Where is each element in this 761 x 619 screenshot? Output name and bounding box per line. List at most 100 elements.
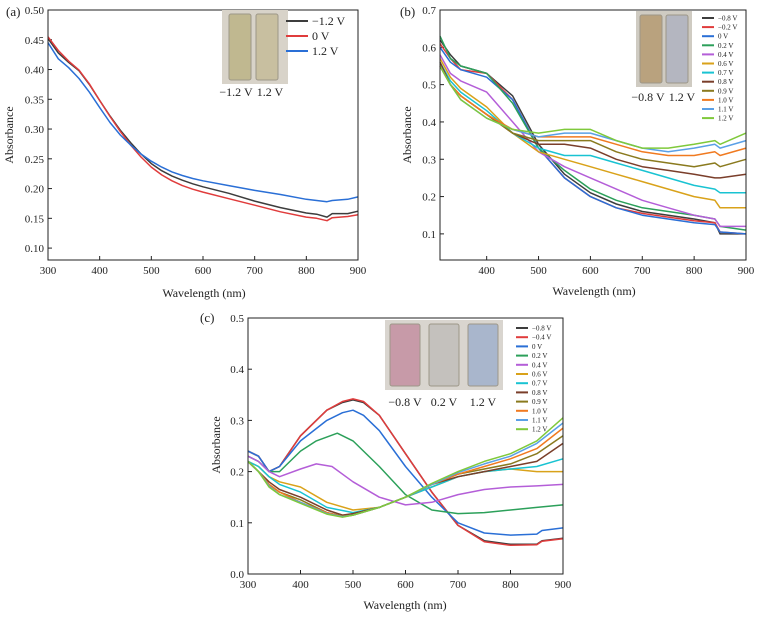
- panel-b-photo-caption-1: −0.8 V: [631, 90, 665, 104]
- panel-b-ytick-label: 0.6: [422, 42, 436, 54]
- panel-c-legend-label: 1.1 V: [532, 416, 547, 424]
- panel-b-xtick-label: 900: [738, 265, 755, 277]
- panel-c-ytick-label: 0.3: [230, 415, 244, 427]
- panel-a-xtick-label: 500: [143, 265, 160, 277]
- panel-a-xtick-label: 300: [40, 265, 57, 277]
- panel-b-legend-label: 0.2 V: [718, 42, 733, 50]
- panel-c-vial-3: [467, 323, 499, 387]
- panel-c-legend-label: −0.4 V: [532, 334, 551, 342]
- panel-c-vial-2: [428, 323, 460, 387]
- panel-b-xtick-label: 800: [686, 265, 703, 277]
- panel-c-legend-label: 0.6 V: [532, 370, 547, 378]
- panel-a: (a) Absorbance Wavelength (nm) 300 400 500…: [2, 4, 367, 300]
- panel-a-series-line: [47, 42, 359, 203]
- panel-b-legend-label: 0.4 V: [718, 51, 733, 59]
- panel-a-xtick-label: 900: [350, 265, 367, 277]
- panel-a-ytick-label: 0.15: [25, 213, 45, 225]
- panel-b-legend-label: 1.2 V: [718, 115, 733, 123]
- panel-b-ytick-label: 0.4: [422, 117, 436, 129]
- panel-b-series-line: [439, 65, 747, 157]
- panel-a-ticks: 300 400 500 600 700 800 900 0.10 0.15 0.20 0.25 0.3…: [25, 5, 367, 277]
- panel-b-legend-label: 1.0 V: [718, 96, 733, 104]
- panel-b-xtick-label: 400: [478, 265, 495, 277]
- panel-b-ylabel: Absorbance: [400, 106, 414, 163]
- panel-a-legend-label: 0 V: [312, 29, 330, 43]
- panel-c-legend-label: 1.0 V: [532, 407, 547, 415]
- panel-c-vial-1: [389, 323, 421, 387]
- panel-b-legend-label: 0.7 V: [718, 69, 733, 77]
- panel-a-photo-caption-2: 1.2 V: [257, 85, 284, 99]
- panel-b-legend-label: 0 V: [718, 33, 728, 41]
- panel-a-ytick-label: 0.25: [25, 154, 45, 166]
- panel-c-ytick-label: 0.5: [230, 313, 244, 325]
- panel-a-xtick-label: 700: [246, 265, 263, 277]
- panel-a-series-line: [47, 36, 359, 222]
- panel-c-axes-frame: [247, 317, 564, 575]
- panel-a-vial-2: [255, 13, 279, 81]
- panel-b-ytick-label: 0.2: [422, 192, 436, 204]
- panel-a-label: (a): [6, 4, 20, 19]
- panel-c-photo-caption-1: −0.8 V: [388, 395, 422, 409]
- panel-b-label: (b): [400, 4, 415, 19]
- panel-a-ytick-label: 0.30: [25, 124, 45, 136]
- panel-b-legend: −0.8 V −0.2 V0 V0.2 V0.4 V0.6 V0.7 V0.8 V…: [702, 14, 737, 123]
- panel-a-ytick-label: 0.45: [25, 35, 45, 47]
- panel-c: (c) Absorbance Wavelength (nm) 300 400 500…: [200, 310, 572, 612]
- panel-c-legend-label: 0.9 V: [532, 398, 547, 406]
- panel-c-legend-label: 0 V: [532, 343, 542, 351]
- panel-a-legend-label: 1.2 V: [312, 44, 339, 58]
- panel-a-legend-label: −1.2 V: [312, 14, 346, 28]
- panel-b-ticks: 400 500 600 700 800 900 0.1 0.2 0.3 0.4 0.5 0.6 0.7: [422, 5, 755, 277]
- panel-c-legend-label: 1.2 V: [532, 426, 547, 434]
- panel-b-xtick-label: 600: [582, 265, 599, 277]
- panel-c-ytick-label: 0.1: [230, 518, 244, 530]
- panel-a-photo-caption-1: −1.2 V: [219, 85, 253, 99]
- panel-a-legend: −1.2 V0 V1.2 V: [286, 14, 346, 58]
- panel-c-legend-label: 0.8 V: [532, 389, 547, 397]
- panel-b-legend-label: 0.8 V: [718, 78, 733, 86]
- panel-c-xtick-label: 500: [345, 579, 362, 591]
- panel-b-series-line: [439, 65, 747, 149]
- panel-c-legend-label: −0.8 V: [532, 324, 551, 332]
- panel-c-xtick-label: 300: [240, 579, 257, 591]
- panel-a-ytick-label: 0.20: [25, 184, 45, 196]
- panel-c-legend-label: 0.7 V: [532, 380, 547, 388]
- panel-b-series-line: [439, 61, 746, 194]
- panel-c-legend-label: 0.4 V: [532, 361, 547, 369]
- panel-c-xtick-label: 600: [397, 579, 414, 591]
- panel-b-xtick-label: 500: [530, 265, 547, 277]
- panel-a-ytick-label: 0.10: [25, 243, 45, 255]
- panel-a-ytick-label: 0.50: [25, 5, 45, 17]
- panel-c-xtick-label: 800: [502, 579, 519, 591]
- panel-a-xlabel: Wavelength (nm): [162, 286, 245, 300]
- panel-a-xtick-label: 800: [298, 265, 315, 277]
- panel-a-ylabel: Absorbance: [2, 106, 16, 163]
- panel-c-ylabel: Absorbance: [209, 416, 223, 473]
- panel-a-ytick-label: 0.35: [25, 94, 45, 106]
- panel-b-ytick-label: 0.7: [422, 5, 436, 17]
- panel-b-xlabel: Wavelength (nm): [552, 284, 635, 298]
- panel-b-xtick-label: 700: [634, 265, 651, 277]
- panel-c-xlabel: Wavelength (nm): [363, 598, 446, 612]
- panel-c-photo-caption-3: 1.2 V: [470, 395, 497, 409]
- panel-b-photo: −0.8 V 1.2 V: [631, 11, 696, 104]
- panel-b-legend-label: −0.8 V: [718, 14, 737, 22]
- panel-c-series-line: [247, 409, 564, 536]
- panel-b-photo-caption-2: 1.2 V: [669, 90, 696, 104]
- panel-a-xtick-label: 600: [195, 265, 212, 277]
- panel-c-ytick-label: 0.4: [230, 364, 244, 376]
- panel-a-ytick-label: 0.40: [25, 65, 45, 77]
- panel-b-ytick-label: 0.3: [422, 154, 436, 166]
- panel-c-ytick-label: 0.2: [230, 467, 244, 479]
- panel-b-ytick-label: 0.5: [422, 80, 436, 92]
- panel-a-axes-frame: [47, 9, 359, 261]
- panel-c-series-line: [247, 432, 564, 515]
- panel-a-vial-1: [228, 13, 252, 81]
- panel-b-series-line: [439, 58, 746, 209]
- panel-c-photo: −0.8 V 0.2 V 1.2 V: [385, 320, 503, 409]
- panel-b-vial-1: [639, 14, 663, 84]
- panel-b-legend-label: 0.9 V: [718, 87, 733, 95]
- panel-c-photo-caption-2: 0.2 V: [431, 395, 458, 409]
- panel-c-series: [247, 398, 564, 547]
